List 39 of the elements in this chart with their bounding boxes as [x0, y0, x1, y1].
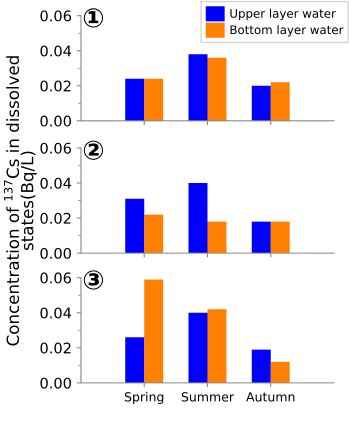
bar [125, 198, 144, 254]
bar [207, 222, 226, 254]
bar [270, 82, 290, 121]
y-tick-label: 0.02 [40, 342, 70, 354]
bar [207, 309, 226, 383]
annotation: ③ [84, 270, 104, 290]
y-axis-title: Concentration of $^{137}$Cs in dissolved states(Bq/L) [4, 56, 37, 346]
bar [144, 279, 164, 383]
x-tick-label: Spring [124, 392, 164, 404]
y-tick-label: 0.04 [40, 307, 72, 319]
y-tick-label: 0.06 [40, 272, 72, 284]
y-tick-label: 0.06 [40, 142, 72, 154]
y-tick-label: 0.00 [40, 248, 71, 259]
bar [125, 337, 144, 383]
y-tick-label: 0.00 [40, 378, 71, 389]
bar [144, 214, 164, 254]
x-tick-label: Autumn [246, 392, 294, 402]
bar [207, 58, 226, 121]
legend-label: Bottom layer water [230, 25, 344, 36]
bar [188, 54, 208, 121]
y-tick-label: 0.02 [40, 212, 70, 224]
annotation: ② [84, 140, 104, 160]
bar [125, 78, 144, 121]
y-tick-label: 0.04 [40, 45, 72, 56]
y-tick-label: 0.06 [40, 10, 72, 22]
bar [188, 183, 208, 254]
x-tick-label: Summer [182, 392, 234, 402]
legend-label: Upper layer water [230, 8, 336, 20]
bar [144, 78, 164, 121]
y-tick-label: 0.04 [40, 178, 72, 189]
bar [252, 86, 271, 121]
annotation: ① [84, 8, 104, 28]
bar [252, 350, 271, 383]
y-tick-label: 0.00 [40, 116, 71, 127]
y-tick-label: 0.02 [40, 80, 70, 92]
bar [188, 312, 208, 383]
bar [270, 362, 290, 383]
bar [252, 222, 271, 254]
bar [270, 222, 290, 254]
